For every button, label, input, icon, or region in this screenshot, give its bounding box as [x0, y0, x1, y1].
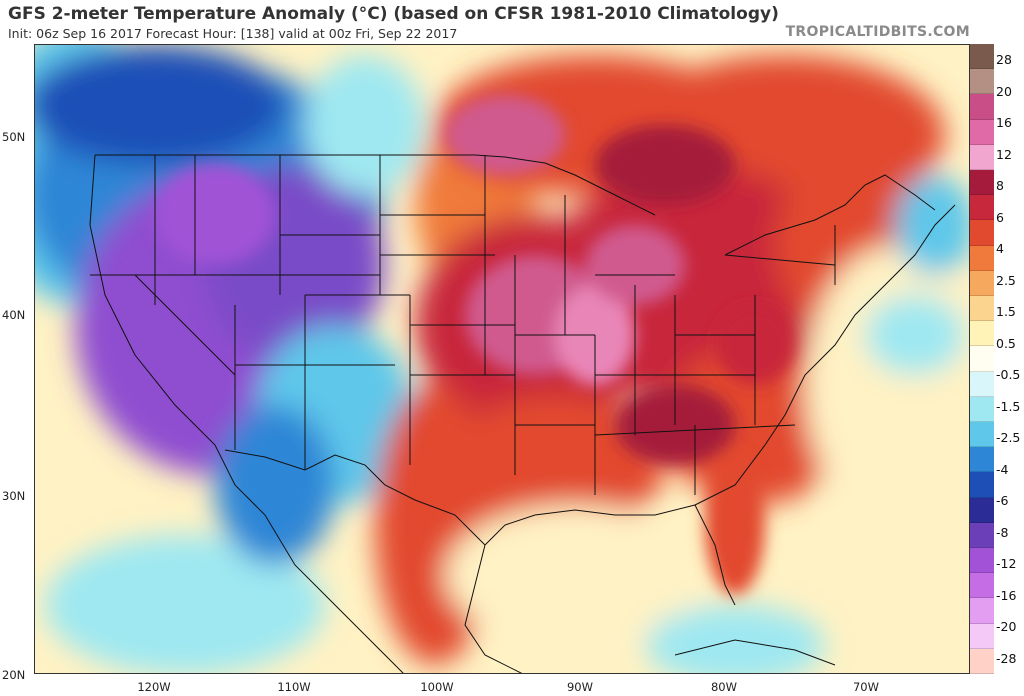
legend-tick-label: 12 — [996, 146, 1012, 162]
legend-tick-label: -20 — [996, 619, 1017, 634]
legend-swatch — [970, 144, 994, 170]
legend-swatch — [970, 422, 994, 448]
legend-swatch — [970, 648, 994, 674]
lat-label-30n: 30N — [2, 489, 26, 503]
lat-label-50n: 50N — [2, 130, 26, 144]
brand-watermark: TROPICALTIDBITS.COM — [785, 24, 970, 40]
lon-label-120w: 120W — [137, 680, 171, 694]
legend-tick-label: 1.5 — [996, 304, 1016, 319]
legend-swatch — [970, 94, 994, 120]
color-legend: 28 20 16 12 8 6 4 2.5 1.5 0.5 -0.5 -1.5 -2.5 -4 -6 -8 -1… — [970, 44, 1024, 674]
map-canvas — [35, 45, 969, 673]
lat-label-20n: 20N — [2, 668, 26, 682]
legend-tick-label: 8 — [996, 178, 1004, 193]
legend-tick-label: 6 — [996, 209, 1004, 225]
legend-tick-label: -16 — [996, 587, 1017, 603]
legend-tick-label: -8 — [996, 524, 1009, 540]
legend-swatch — [970, 296, 994, 322]
legend-swatch — [970, 44, 994, 70]
legend-swatch — [970, 170, 994, 196]
lon-label-110w: 110W — [277, 680, 311, 694]
legend-swatch — [970, 346, 994, 372]
lon-label-80w: 80W — [710, 680, 738, 694]
lon-label-90w: 90W — [566, 680, 594, 694]
legend-tick-label: 20 — [996, 83, 1012, 99]
legend-tick-label: -12 — [996, 556, 1017, 571]
legend-swatch — [970, 245, 994, 271]
legend-swatch — [970, 573, 994, 599]
legend-swatch — [970, 472, 994, 498]
legend-tick-label: 0.5 — [996, 335, 1016, 351]
lon-label-70w: 70W — [852, 680, 880, 694]
political-boundaries — [89, 154, 956, 673]
legend-tick-label: -1.5 — [996, 398, 1021, 414]
legend-swatch — [970, 371, 994, 397]
legend-tick-label: -4 — [996, 461, 1009, 477]
legend-tick-label: -2.5 — [996, 430, 1021, 445]
legend-swatch — [970, 195, 994, 221]
legend-tick-label: -0.5 — [996, 367, 1021, 382]
temperature-anomaly-map[interactable] — [34, 44, 970, 674]
legend-tick-label: 2.5 — [996, 272, 1016, 288]
legend-tick-label: 28 — [996, 52, 1012, 67]
legend-swatch — [970, 497, 994, 523]
legend-swatch — [970, 447, 994, 473]
lon-label-100w: 100W — [420, 680, 454, 694]
legend-swatch — [970, 522, 994, 548]
legend-tick-label: 16 — [996, 115, 1012, 130]
legend-swatch — [970, 321, 994, 347]
legend-swatch — [970, 69, 994, 95]
forecast-info: Init: 06z Sep 16 2017 Forecast Hour: [13… — [8, 26, 458, 41]
legend-swatch — [970, 623, 994, 649]
legend-swatch — [970, 598, 994, 624]
legend-tick-label: 4 — [996, 241, 1004, 256]
legend-tick-label: -6 — [996, 493, 1009, 508]
lat-label-40n: 40N — [2, 308, 26, 322]
legend-swatch — [970, 270, 994, 296]
map-title: GFS 2-meter Temperature Anomaly (°C) (ba… — [8, 4, 779, 24]
legend-tick-label: -28 — [996, 650, 1017, 666]
legend-swatch — [970, 220, 994, 246]
legend-swatch — [970, 548, 994, 574]
legend-swatch — [970, 396, 994, 422]
legend-swatch — [970, 119, 994, 145]
